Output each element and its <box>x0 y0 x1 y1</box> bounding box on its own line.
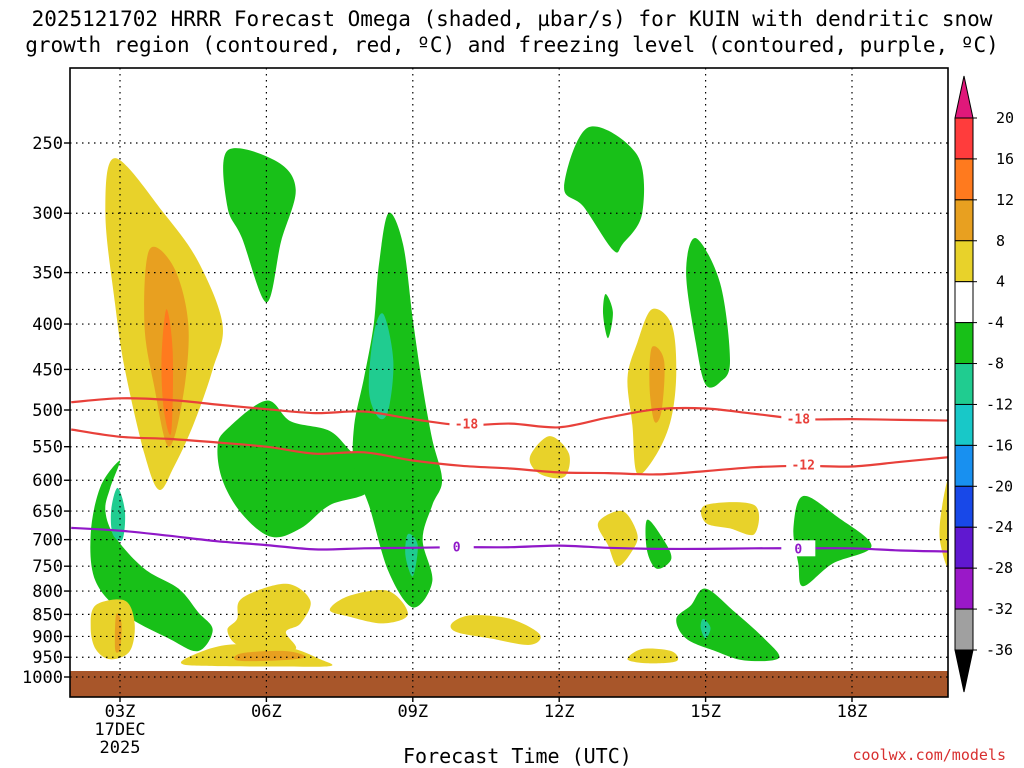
x-axis-label: Forecast Time (UTC) <box>403 744 632 768</box>
colorbar-cell-4 <box>954 281 974 324</box>
colorbar-label-0: 20 <box>996 109 1014 127</box>
chart-title-line-1: 2025121702 HRRR Forecast Omega (shaded, … <box>31 7 993 31</box>
omega-region-yellow-9 <box>700 502 760 536</box>
omega-region-green-d2 <box>603 293 613 339</box>
omega-region-green-b1 <box>223 148 296 303</box>
plot-area: -18 -18 -12 0 0 <box>70 68 948 697</box>
colorbar-label-3: 8 <box>996 232 1005 250</box>
y-tick-label-850: 850 <box>32 605 63 625</box>
omega-region-yellow-8 <box>597 510 638 567</box>
colorbar-label-4: 4 <box>996 273 1005 291</box>
colorbar-cell-11 <box>954 567 974 610</box>
colorbar-label-13: -36 <box>986 641 1013 659</box>
omega-region-yellow-3 <box>227 583 311 654</box>
x-tick-label-09Z: 09Z <box>397 702 428 722</box>
omega-region-yellow-4 <box>329 590 408 624</box>
omega-region-yellow-6 <box>529 436 570 479</box>
contour-label-1: -18 <box>787 412 811 427</box>
omega-region-orange-2 <box>114 613 122 653</box>
y-tick-label-700: 700 <box>32 531 63 551</box>
omega-region-green-d <box>564 126 645 253</box>
omega-region-yellow-2 <box>90 599 135 660</box>
colorbar-cell-7 <box>954 403 974 446</box>
colorbar-cell-9 <box>954 485 974 528</box>
plot-frame <box>69 67 949 698</box>
colorbar-cell-12 <box>954 608 974 651</box>
chart-title-line-2: growth region (contoured, red, ºC) and f… <box>25 33 999 57</box>
y-tick-label-1000: 1000 <box>22 668 63 688</box>
y-tick-label-950: 950 <box>32 648 63 668</box>
omega-region-green-e <box>686 237 730 388</box>
y-tick-label-800: 800 <box>32 582 63 602</box>
y-tick-label-300: 300 <box>32 204 63 224</box>
colorbar-bottom-arrow <box>954 649 974 693</box>
omega-region-teal-g1 <box>700 618 711 639</box>
contour-label-0: -18 <box>455 418 479 433</box>
colorbar-label-12: -32 <box>986 600 1013 618</box>
y-tick-label-750: 750 <box>32 557 63 577</box>
x-tick-label-03Z: 03Z <box>105 702 136 722</box>
omega-region-yellow-10 <box>627 648 679 664</box>
y-tick-label-450: 450 <box>32 360 63 380</box>
colorbar-label-5: -4 <box>986 314 1004 332</box>
colorbar-label-1: 16 <box>996 150 1014 168</box>
omega-region-green-g <box>676 588 780 662</box>
colorbar-label-6: -8 <box>986 355 1004 373</box>
contour-line-0 <box>71 397 948 429</box>
contour-label-2: -12 <box>791 459 814 474</box>
y-tick-label-350: 350 <box>32 264 63 284</box>
colorbar-label-10: -24 <box>986 518 1013 536</box>
colorbar-label-11: -28 <box>986 559 1013 577</box>
colorbar-cell-3 <box>954 240 974 283</box>
colorbar-top-arrow <box>954 75 974 119</box>
omega-region-teal-a1 <box>110 487 126 542</box>
contour-label-3: 0 <box>453 541 461 556</box>
y-tick-label-500: 500 <box>32 401 63 421</box>
date-label-day: 17DEC <box>94 720 145 740</box>
date-label-year: 2025 <box>100 738 141 758</box>
y-tick-label-250: 250 <box>32 134 63 154</box>
colorbar-cell-0 <box>954 117 974 160</box>
x-tick-label-18Z: 18Z <box>837 702 868 722</box>
omega-region-green-f <box>645 519 672 569</box>
y-tick-label-550: 550 <box>32 438 63 458</box>
omega-region-green-b2 <box>217 400 376 538</box>
x-tick-label-12Z: 12Z <box>544 702 575 722</box>
colorbar-label-9: -20 <box>986 477 1013 495</box>
x-tick-label-15Z: 15Z <box>690 702 721 722</box>
colorbar-cell-10 <box>954 526 974 569</box>
terrain-ground <box>70 671 948 697</box>
colorbar-label-8: -16 <box>986 436 1013 454</box>
colorbar-label-2: 12 <box>996 191 1014 209</box>
colorbar-label-7: -12 <box>986 395 1013 413</box>
omega-region-darkorange-1 <box>161 309 174 435</box>
x-tick-label-06Z: 06Z <box>251 702 282 722</box>
colorbar: 20 16 12 8 4 -4 -8 -12 -16 -20 -24 -28 -32 -36 <box>954 75 1014 693</box>
omega-region-orange-7 <box>649 346 665 423</box>
colorbar-cell-2 <box>954 199 974 242</box>
omega-region-green-h <box>793 495 872 587</box>
contour-label-4: 0 <box>794 542 802 557</box>
colorbar-cell-6 <box>954 363 974 405</box>
omega-region-yellow-5 <box>450 615 541 645</box>
y-tick-label-900: 900 <box>32 627 63 647</box>
omega-region-yellow-11 <box>939 478 948 568</box>
colorbar-cell-1 <box>954 158 974 201</box>
omega-region-teal-c1 <box>368 313 394 420</box>
y-tick-label-650: 650 <box>32 502 63 522</box>
colorbar-cell-5 <box>954 322 974 365</box>
site-credit: coolwx.com/models <box>852 746 1006 764</box>
y-tick-label-600: 600 <box>32 471 63 491</box>
omega-region-green-c <box>352 212 443 608</box>
y-tick-label-400: 400 <box>32 315 63 335</box>
colorbar-cell-8 <box>954 444 974 487</box>
omega-region-orange-3 <box>234 650 306 662</box>
omega-region-teal-c2 <box>405 533 418 577</box>
